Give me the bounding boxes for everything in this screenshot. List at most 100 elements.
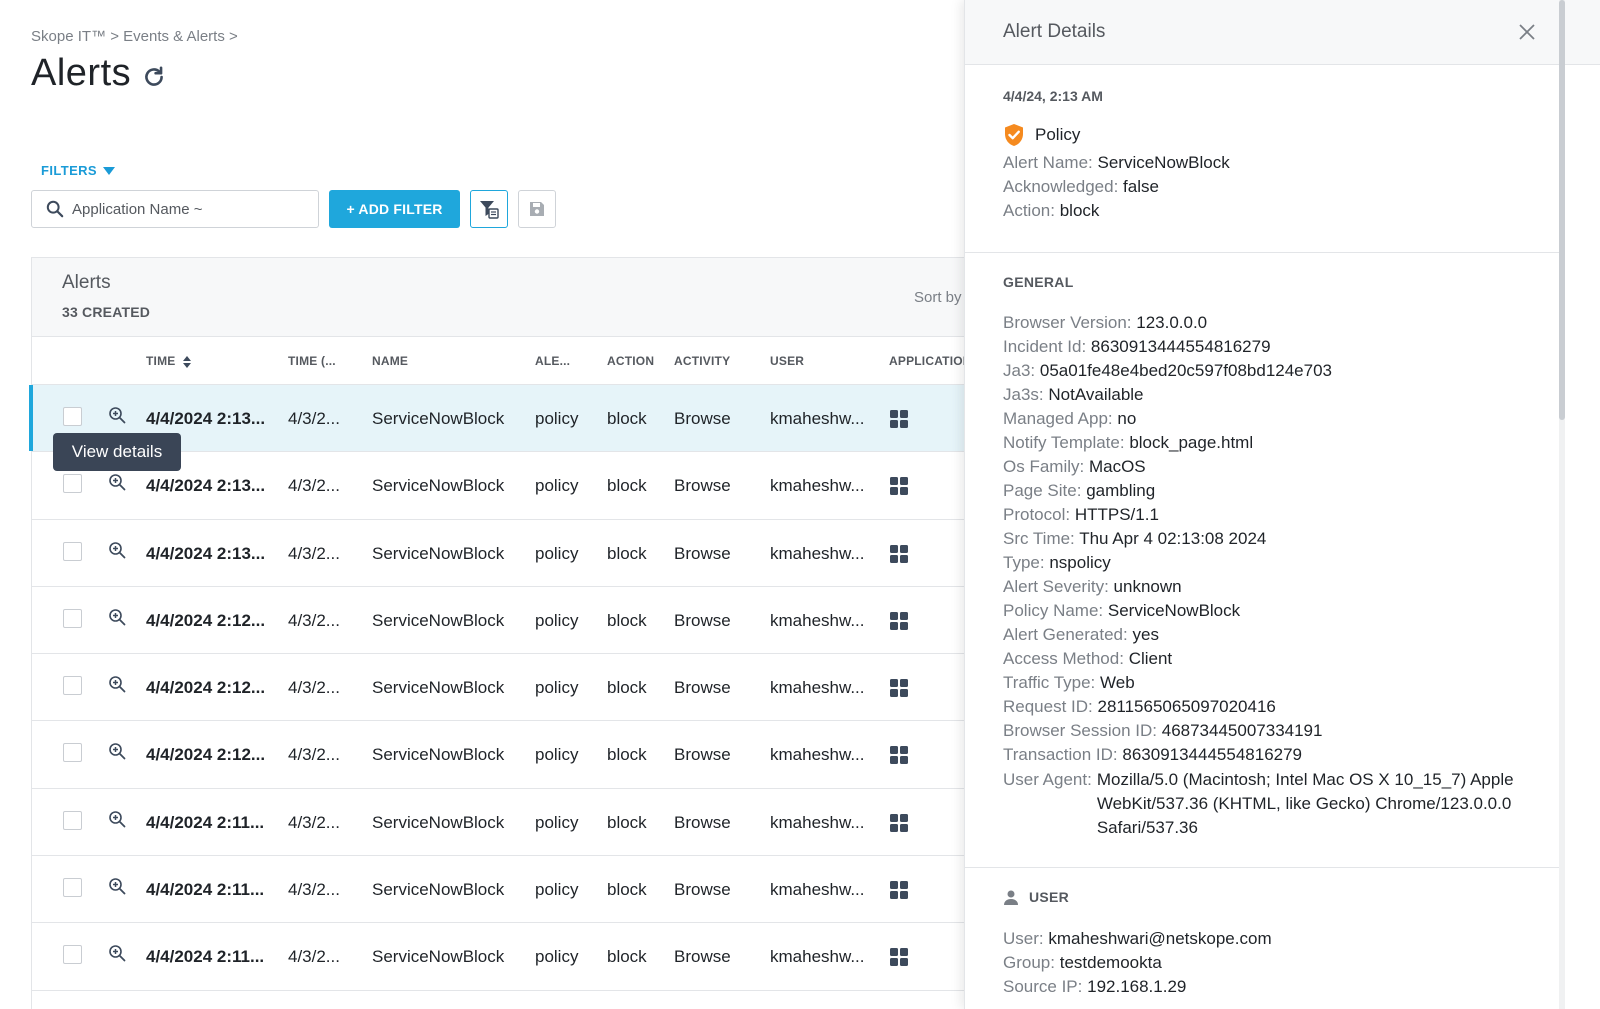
table-row[interactable]: 4/4/2024 2:12... 4/3/2... ServiceNowBlock p… bbox=[32, 587, 985, 655]
general-field: Transaction ID: 8630913444554816279 bbox=[1003, 743, 1302, 767]
cell-name: ServiceNowBlock bbox=[372, 947, 505, 967]
column-header-name[interactable]: NAME bbox=[372, 354, 409, 368]
table-row[interactable]: 4/4/2024 2:13... 4/3/2... ServiceNowBlock p… bbox=[29, 385, 985, 453]
cell-action: block bbox=[607, 745, 647, 765]
general-value: 123.0.0.0 bbox=[1136, 313, 1208, 332]
general-field: Ja3s: NotAvailable bbox=[1003, 383, 1144, 407]
general-field: Browser Version: 123.0.0.0 bbox=[1003, 311, 1207, 335]
cell-user: kmaheshw... bbox=[770, 409, 865, 428]
table-row[interactable]: 4/4/2024 2:11... 4/3/2... ServiceNowBlock p… bbox=[32, 856, 985, 924]
add-filter-button[interactable]: + ADD FILTER bbox=[329, 190, 460, 228]
general-key: Os Family: bbox=[1003, 457, 1085, 476]
general-value: ServiceNowBlock bbox=[1107, 601, 1241, 620]
sort-by-control[interactable]: Sort by bbox=[914, 289, 962, 306]
search-input[interactable] bbox=[72, 200, 292, 218]
user-section: USER User: kmaheshwari@netskope.com Group… bbox=[965, 869, 1559, 1009]
saved-filters-button[interactable] bbox=[470, 190, 508, 228]
user-value: testdemookta bbox=[1059, 953, 1162, 972]
cell-user: kmaheshw... bbox=[770, 880, 865, 900]
row-checkbox[interactable] bbox=[63, 608, 82, 628]
column-header-activity[interactable]: ACTIVITY bbox=[674, 354, 731, 368]
cell-time2: 4/3/2... bbox=[288, 745, 340, 765]
panel-scrollbar-track[interactable] bbox=[1559, 0, 1565, 1009]
cell-action: block bbox=[607, 880, 647, 900]
cell-action: block bbox=[607, 678, 647, 698]
application-grid-icon bbox=[890, 410, 908, 428]
general-field: Page Site: gambling bbox=[1003, 479, 1155, 503]
cell-name: ServiceNowBlock bbox=[372, 476, 505, 496]
general-value: 8630913444554816279 bbox=[1090, 337, 1271, 356]
save-filter-button[interactable] bbox=[518, 190, 556, 228]
refresh-icon[interactable] bbox=[141, 64, 167, 90]
general-field: Browser Session ID: 468734450073341​91 bbox=[1003, 719, 1322, 743]
cell-time: 4/4/2024 2:13... bbox=[146, 543, 266, 563]
general-key: Page Site: bbox=[1003, 481, 1082, 500]
cell-activity: Browse bbox=[674, 880, 731, 900]
user-key: Group: bbox=[1003, 953, 1055, 972]
column-header-alert-type[interactable]: ALE... bbox=[535, 354, 571, 368]
panel-scrollbar-thumb[interactable] bbox=[1559, 0, 1565, 420]
cell-time: 4/4/2024 2:12... bbox=[146, 610, 266, 630]
search-icon bbox=[46, 200, 64, 218]
breadcrumb[interactable]: Skope IT™ > Events & Alerts > bbox=[31, 28, 238, 45]
cell-alert: policy bbox=[535, 880, 579, 900]
row-checkbox[interactable] bbox=[63, 407, 82, 426]
cell-alert: policy bbox=[535, 610, 579, 630]
user-field: Group: testdemookta bbox=[1003, 951, 1162, 975]
row-checkbox[interactable] bbox=[63, 878, 82, 898]
cell-name: ServiceNowBlock bbox=[372, 409, 505, 428]
general-key: Src Time: bbox=[1003, 529, 1075, 548]
row-checkbox[interactable] bbox=[63, 474, 82, 494]
zoom-in-icon[interactable] bbox=[108, 406, 126, 424]
cell-name: ServiceNowBlock bbox=[372, 880, 505, 900]
summary-key: Action: bbox=[1003, 201, 1055, 220]
table-row[interactable]: 4/4/2024 2:11... 4/3/2... ServiceNowBlock p… bbox=[32, 789, 985, 857]
row-checkbox[interactable] bbox=[63, 676, 82, 696]
summary-value: false bbox=[1123, 177, 1159, 196]
row-checkbox[interactable] bbox=[63, 541, 82, 561]
close-icon[interactable] bbox=[1518, 23, 1536, 41]
summary-field: Action: block bbox=[1003, 199, 1099, 223]
cell-time: 4/4/2024 2:12... bbox=[146, 745, 266, 765]
row-checkbox[interactable] bbox=[63, 743, 82, 763]
general-key: Alert Generated: bbox=[1003, 625, 1128, 644]
column-header-time-received[interactable]: TIME (... bbox=[288, 354, 336, 368]
row-checkbox[interactable] bbox=[63, 810, 82, 830]
general-value: Client bbox=[1128, 649, 1173, 668]
zoom-in-icon[interactable] bbox=[108, 877, 126, 895]
zoom-in-icon[interactable] bbox=[108, 742, 126, 760]
general-value: no bbox=[1117, 409, 1137, 428]
cell-action: block bbox=[607, 947, 647, 967]
cell-time: 4/4/2024 2:11... bbox=[146, 880, 265, 900]
application-grid-icon bbox=[890, 679, 908, 698]
zoom-in-icon[interactable] bbox=[108, 473, 126, 491]
table-row[interactable]: 4/4/2024 2:13... 4/3/2... ServiceNowBlock p… bbox=[32, 520, 985, 587]
general-value: 05a01fe48e4bed20c597f08bd124e703 bbox=[1039, 361, 1333, 380]
zoom-in-icon[interactable] bbox=[108, 944, 126, 962]
column-header-application[interactable]: APPLICATION bbox=[889, 354, 972, 368]
table-row[interactable]: 4/4/2024 2:12... 4/3/2... ServiceNowBlock p… bbox=[32, 721, 985, 789]
zoom-in-icon[interactable] bbox=[108, 541, 126, 559]
zoom-in-icon[interactable] bbox=[108, 675, 126, 693]
zoom-in-icon[interactable] bbox=[108, 608, 126, 626]
filters-toggle[interactable]: FILTERS bbox=[41, 163, 115, 178]
search-field[interactable] bbox=[31, 190, 319, 228]
page-title: Alerts bbox=[31, 52, 167, 95]
view-details-tooltip: View details bbox=[53, 433, 181, 471]
table-row[interactable]: 4/4/2024 2:13... 4/3/2... ServiceNowBlock p… bbox=[32, 452, 985, 520]
general-value: MacOS bbox=[1088, 457, 1146, 476]
application-grid-icon bbox=[890, 881, 908, 900]
column-header-user[interactable]: USER bbox=[770, 354, 805, 368]
cell-alert: policy bbox=[535, 476, 579, 496]
column-header-action[interactable]: ACTION bbox=[607, 354, 655, 368]
cell-activity: Browse bbox=[674, 745, 731, 765]
alerts-card: Alerts 33 CREATED Sort by TIME TIME (...… bbox=[29, 257, 985, 1009]
column-header-time[interactable]: TIME bbox=[146, 354, 192, 368]
row-checkbox[interactable] bbox=[63, 945, 82, 965]
general-value: NotAvailable bbox=[1048, 385, 1144, 404]
general-key: Access Method: bbox=[1003, 649, 1124, 668]
zoom-in-icon[interactable] bbox=[108, 810, 126, 828]
table-row[interactable]: 4/4/2024 2:11... 4/3/2... ServiceNowBlock p… bbox=[32, 923, 985, 991]
table-row[interactable]: 4/4/2024 2:12... 4/3/2... ServiceNowBlock p… bbox=[32, 654, 985, 722]
user-key: Source IP: bbox=[1003, 977, 1083, 996]
